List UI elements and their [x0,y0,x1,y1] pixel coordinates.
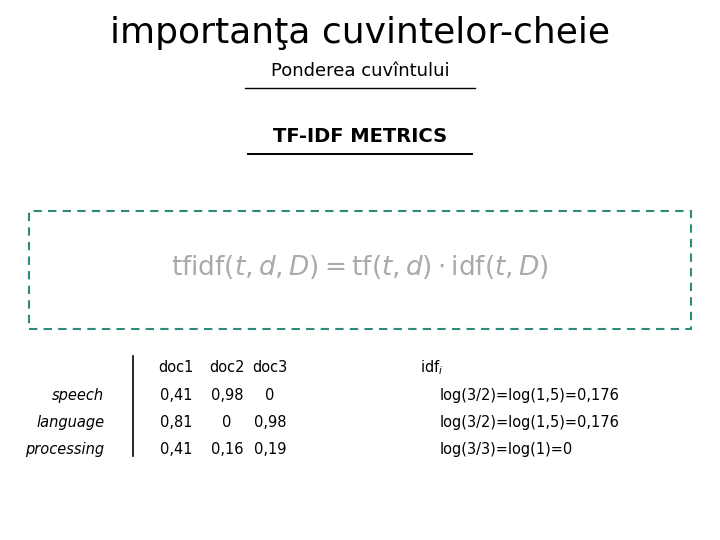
Text: log(3/3)=log(1)=0: log(3/3)=log(1)=0 [439,442,572,457]
Text: log(3/2)=log(1,5)=0,176: log(3/2)=log(1,5)=0,176 [439,388,619,403]
Text: doc1: doc1 [158,360,194,375]
Text: Ponderea cuvîntului: Ponderea cuvîntului [271,62,449,80]
Text: 0,41: 0,41 [160,442,193,457]
Text: doc3: doc3 [253,360,287,375]
Text: $\mathrm{tfidf}(t, d, D) = \mathrm{tf}(t, d) \cdot \mathrm{idf}(t, D)$: $\mathrm{tfidf}(t, d, D) = \mathrm{tf}(t… [171,253,549,281]
Text: idf$_i$: idf$_i$ [420,358,444,376]
Text: 0,98: 0,98 [210,388,243,403]
Text: 0: 0 [222,415,232,430]
Text: importanţa cuvintelor-cheie: importanţa cuvintelor-cheie [110,16,610,50]
Text: 0: 0 [265,388,275,403]
Text: speech: speech [53,388,104,403]
Text: 0,19: 0,19 [253,442,287,457]
Text: log(3/2)=log(1,5)=0,176: log(3/2)=log(1,5)=0,176 [439,415,619,430]
Text: 0,16: 0,16 [210,442,243,457]
Text: 0,81: 0,81 [160,415,193,430]
Text: doc2: doc2 [209,360,245,375]
Text: 0,41: 0,41 [160,388,193,403]
Text: processing: processing [25,442,104,457]
Text: TF-IDF METRICS: TF-IDF METRICS [273,127,447,146]
Text: language: language [36,415,104,430]
Text: 0,98: 0,98 [253,415,287,430]
